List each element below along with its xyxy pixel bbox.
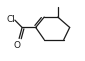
Text: Cl: Cl (7, 15, 16, 24)
Text: O: O (14, 41, 20, 51)
